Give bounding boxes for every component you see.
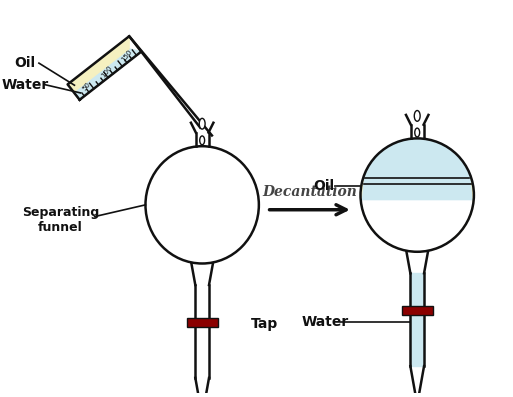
Bar [187, 318, 218, 327]
Text: 50: 50 [82, 81, 92, 92]
Text: 150: 150 [120, 48, 133, 63]
Text: Separating
funnel: Separating funnel [22, 206, 99, 233]
Text: 100: 100 [101, 64, 113, 78]
Text: Water: Water [302, 315, 349, 329]
Text: Oil: Oil [15, 56, 36, 70]
Polygon shape [410, 273, 424, 366]
Ellipse shape [415, 110, 420, 121]
Polygon shape [73, 49, 141, 100]
Ellipse shape [415, 128, 420, 137]
Polygon shape [68, 36, 129, 92]
Bar [402, 306, 433, 315]
Polygon shape [361, 139, 474, 200]
Ellipse shape [200, 136, 205, 145]
Text: Water: Water [2, 78, 49, 92]
Ellipse shape [199, 118, 205, 129]
Text: Tap: Tap [251, 317, 278, 331]
Polygon shape [361, 178, 474, 252]
Text: Decantation: Decantation [262, 185, 357, 199]
Text: Oil: Oil [313, 179, 334, 193]
